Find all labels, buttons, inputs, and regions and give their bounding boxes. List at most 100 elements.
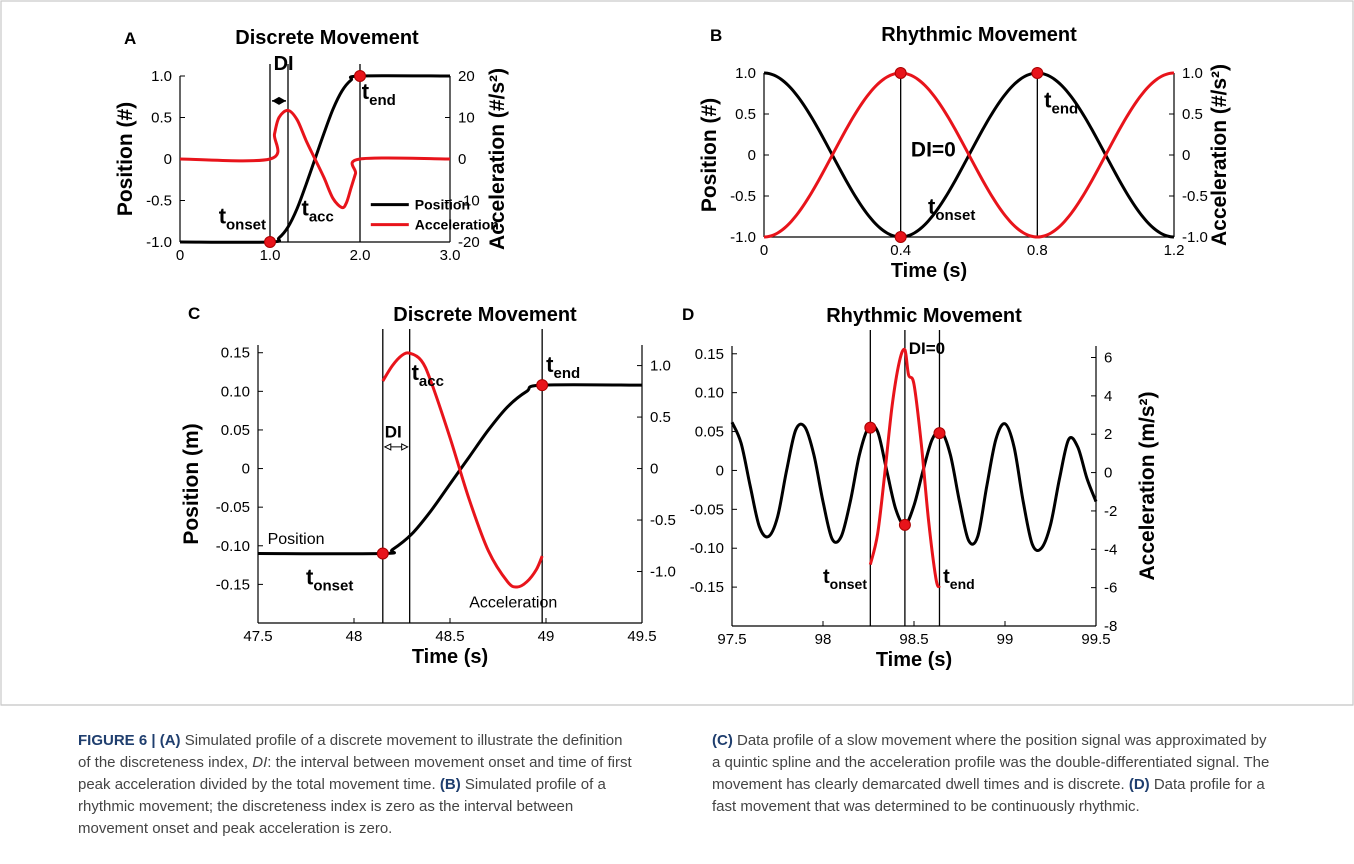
panel-label: C (188, 304, 200, 323)
t-onset-label: tonset (928, 194, 975, 224)
chart-title: Rhythmic Movement (826, 305, 1022, 327)
x-tick-label: 99.5 (1081, 631, 1110, 648)
event-marker (376, 547, 389, 560)
di-arrow-head-left (272, 96, 279, 105)
y2-tick-label: 4 (1104, 388, 1112, 405)
y2-tick-label: -10 (458, 193, 480, 210)
y-tick-label: 0.5 (151, 110, 172, 127)
x-axis-label: Time (s) (891, 260, 967, 282)
y2-tick-label: -1.0 (650, 564, 676, 581)
caption-left: FIGURE 6 | (A) Simulated profile of a di… (78, 730, 638, 840)
y2-tick-label: -2 (1104, 503, 1117, 520)
x-tick-label: 49.5 (627, 628, 656, 645)
y-tick-label: 0.15 (221, 345, 250, 362)
acceleration-series-line (381, 351, 544, 589)
x-tick-label: 98.5 (899, 631, 928, 648)
y2-tick-label: -6 (1104, 580, 1117, 597)
y2-tick-label: 1.0 (650, 358, 671, 375)
y2-tick-label: 6 (1104, 350, 1112, 367)
acceleration-label: Acceleration (469, 595, 557, 612)
event-marker (894, 67, 907, 79)
y-tick-label: -0.5 (146, 193, 172, 210)
event-marker (894, 231, 907, 243)
panel-label: A (124, 29, 136, 48)
y-tick-label: -0.05 (216, 499, 250, 516)
chart-title: Discrete Movement (393, 304, 577, 326)
caption-text-d: Data profile for a fast movement that wa… (712, 776, 1265, 815)
di-arrow-head-right (401, 443, 409, 451)
caption-figure-label: FIGURE 6 | (78, 732, 156, 749)
y2-tick-label: 0 (650, 461, 658, 478)
position-series-line (730, 421, 1098, 552)
y2-tick-label: 0.5 (1182, 106, 1203, 123)
x-tick-label: 97.5 (717, 631, 746, 648)
y-tick-label: 0.10 (221, 383, 250, 400)
x-tick-label: 0 (176, 247, 184, 264)
t-end-label: tend (362, 79, 396, 109)
y-tick-label: 1.0 (735, 65, 756, 82)
y2-tick-label: 20 (458, 68, 475, 85)
y-tick-label: 0 (164, 151, 172, 168)
y2-tick-label: 0 (1104, 465, 1112, 482)
position-series-line (257, 383, 643, 556)
y2-tick-label: -8 (1104, 618, 1117, 635)
panel-label: B (710, 26, 722, 45)
t-end-label: tend (1044, 87, 1078, 117)
y2-axis-label: Acceleration (m/s²) (1136, 391, 1159, 580)
caption-tag-a: (A) (159, 732, 181, 749)
caption-tag-c: (C) (712, 732, 733, 749)
y-tick-label: -0.15 (216, 576, 250, 593)
position-label: Position (268, 531, 325, 548)
y2-axis-label: Acceleration (#/s²) (486, 68, 509, 250)
t-acc-label: tacc (302, 195, 334, 225)
y-tick-label: 0 (716, 462, 724, 479)
x-tick-label: 48.5 (435, 628, 464, 645)
t-acc-label: tacc (412, 360, 444, 390)
di-label: DI (385, 423, 402, 442)
event-marker (536, 379, 549, 392)
figure-border (0, 0, 1354, 706)
y-tick-label: -0.05 (690, 501, 724, 518)
event-marker (898, 518, 911, 531)
x-tick-label: 3.0 (440, 247, 461, 264)
y-tick-label: -1.0 (146, 234, 172, 251)
y2-tick-label: -20 (458, 234, 480, 251)
y2-tick-label: -0.5 (1182, 188, 1208, 205)
x-tick-label: 0 (760, 242, 768, 259)
panel-label: D (682, 305, 694, 324)
di-label: DI (274, 53, 294, 75)
y-tick-label: 0.5 (735, 106, 756, 123)
y-tick-label: -0.10 (690, 540, 724, 557)
y-tick-label: -0.5 (730, 188, 756, 205)
y-tick-label: 0.05 (221, 422, 250, 439)
x-tick-label: 0.4 (890, 242, 911, 259)
event-marker (864, 421, 877, 434)
di-label: DI=0 (909, 339, 945, 358)
t-onset-label: tonset (219, 204, 266, 234)
x-tick-label: 1.0 (260, 247, 281, 264)
acceleration-series-line (763, 71, 1175, 239)
t-onset-label: tonset (306, 564, 353, 594)
x-tick-label: 49 (538, 628, 555, 645)
y2-tick-label: 0 (1182, 147, 1190, 164)
event-marker (933, 427, 946, 440)
caption-text-c: Data profile of a slow movement where th… (712, 732, 1270, 793)
y-axis-label: Position (#) (114, 102, 137, 216)
y-tick-label: 0.10 (695, 385, 724, 402)
t-end-label: tend (943, 566, 975, 592)
y-axis-label: Position (#) (698, 98, 721, 212)
x-axis-label: Time (s) (876, 649, 952, 671)
y2-tick-label: 10 (458, 110, 475, 127)
caption-text-a1: Simulated profile of a discrete movement… (78, 732, 623, 771)
x-tick-label: 47.5 (243, 628, 272, 645)
chart-title: Discrete Movement (235, 27, 419, 49)
x-tick-label: 2.0 (350, 247, 371, 264)
panel-a: 0 1.0 2.0 3.0 -1.0 -0.5 0 0.5 1.0 -20 -10 0 10 20 A Dis… (114, 27, 509, 264)
panel-c: 47.5 48 48.5 49 49.5 -0.15 -0.10 -0.05 0 0.05 0.10… (180, 304, 676, 668)
panel-d: 97.5 98 98.5 99 99.5 -0.15 -0.10 -0.05 0 0.05 0.10… (682, 305, 1159, 671)
y2-tick-label: 0.5 (650, 409, 671, 426)
y-tick-label: 0.05 (695, 424, 724, 441)
di-arrow-head-right (279, 96, 286, 105)
x-axis-label: Time (s) (412, 646, 488, 668)
